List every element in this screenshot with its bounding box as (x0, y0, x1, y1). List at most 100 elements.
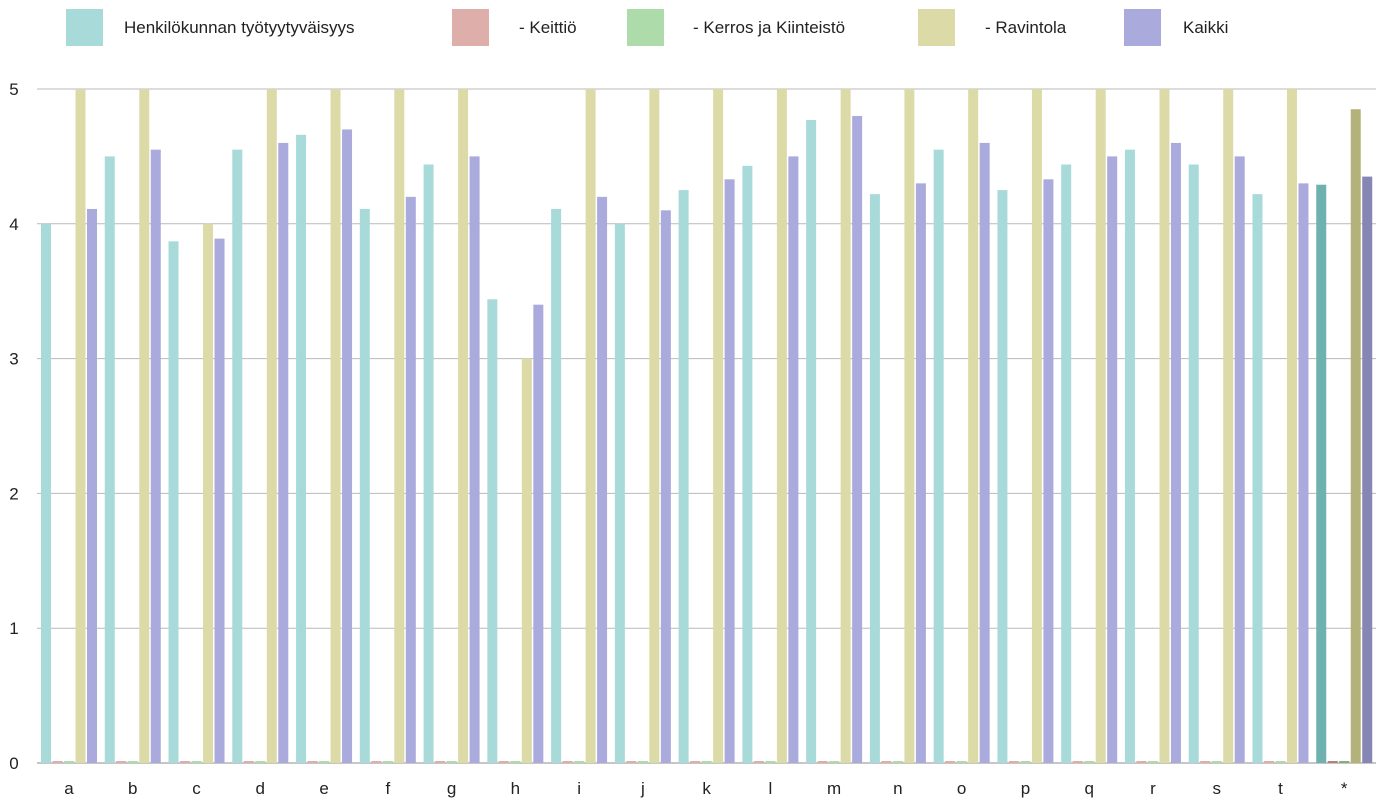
bar-i-series-2 (574, 761, 585, 763)
legend: Henkilökunnan työtyytyväisyys - Keittiö - … (66, 9, 1228, 46)
bar-j-series-3 (649, 89, 660, 763)
bar-*-series-0 (1316, 184, 1327, 763)
bar-l-series-2 (765, 761, 776, 763)
bar-b-series-0 (104, 156, 115, 763)
bar-f-series-3 (394, 89, 405, 763)
bar-m-series-3 (840, 89, 851, 763)
bar-j-series-4 (660, 210, 671, 763)
bar-g-series-2 (446, 761, 457, 763)
y-tick-label: 1 (9, 619, 18, 638)
bar-c-series-3 (203, 223, 214, 764)
bar-f-series-0 (359, 208, 370, 764)
bar-p-series-4 (1043, 179, 1054, 764)
bar-a-series-3 (75, 89, 86, 763)
bar-g-series-1 (435, 761, 446, 763)
legend-swatch (918, 9, 955, 46)
x-tick-label: l (768, 779, 772, 798)
bar-l-series-1 (753, 761, 764, 763)
x-tick-label: o (957, 779, 966, 798)
x-axis-ticks: a b c d e f g h i j k l m n o p q r s t * (64, 779, 1348, 798)
bar-c-series-2 (191, 761, 202, 763)
bar-r-series-4 (1170, 142, 1181, 764)
bar-e-series-2 (319, 761, 330, 763)
bar-t-series-0 (1252, 194, 1263, 764)
bar-s-series-4 (1234, 156, 1245, 763)
x-tick-label: e (319, 779, 328, 798)
bar-r-series-1 (1136, 761, 1147, 763)
bar-*-series-3 (1350, 109, 1361, 764)
bar-q-series-3 (1095, 89, 1106, 763)
bar-o-series-1 (945, 761, 956, 763)
legend-swatch (627, 9, 664, 46)
bar-e-series-4 (342, 129, 353, 763)
bar-r-series-3 (1159, 89, 1170, 763)
y-tick-label: 5 (9, 80, 18, 99)
y-tick-label: 0 (9, 754, 18, 773)
bar-s-series-3 (1223, 89, 1234, 763)
legend-label: Henkilökunnan työtyytyväisyys (124, 18, 355, 37)
bar-f-series-1 (371, 761, 382, 763)
bar-e-series-1 (307, 761, 318, 763)
bar-i-series-4 (597, 196, 608, 764)
bar-f-series-2 (382, 761, 393, 763)
bar-d-series-3 (266, 89, 277, 763)
bar-p-series-3 (1031, 89, 1042, 763)
y-tick-label: 3 (9, 350, 18, 369)
bar-h-series-1 (498, 761, 509, 763)
bar-i-series-3 (585, 89, 596, 763)
legend-label: - Ravintola (985, 18, 1067, 37)
x-tick-label: g (447, 779, 456, 798)
bar-l-series-3 (776, 89, 787, 763)
bar-m-series-0 (806, 120, 817, 763)
x-tick-label: j (640, 779, 645, 798)
x-tick-label: f (385, 779, 390, 798)
legend-label: - Kerros ja Kiinteistö (693, 18, 845, 37)
bar-h-series-2 (510, 761, 521, 763)
bar-a-series-2 (64, 761, 74, 763)
bar-a-series-0 (41, 223, 51, 764)
bar-h-series-0 (487, 299, 498, 763)
bar-s-series-2 (1211, 761, 1222, 763)
bar-d-series-0 (232, 149, 243, 763)
bar-c-series-1 (180, 761, 191, 763)
bar-t-series-4 (1298, 183, 1309, 764)
bar-g-series-3 (458, 89, 469, 763)
x-tick-label: p (1021, 779, 1030, 798)
bar-p-series-2 (1020, 761, 1031, 763)
x-tick-label: a (64, 779, 74, 798)
legend-swatch (66, 9, 103, 46)
bar-n-series-3 (904, 89, 915, 763)
bar-o-series-2 (956, 761, 967, 763)
bar-q-series-1 (1072, 761, 1083, 763)
bar-k-series-1 (690, 761, 701, 763)
bar-q-series-0 (1061, 164, 1072, 763)
bar-*-series-1 (1327, 761, 1338, 763)
bar-o-series-4 (979, 142, 990, 764)
bar-i-series-0 (551, 208, 562, 764)
legend-swatch (1124, 9, 1161, 46)
bar-n-series-4 (915, 183, 926, 764)
bar-n-series-1 (881, 761, 892, 763)
y-axis-ticks: 0 1 2 3 4 5 (9, 80, 18, 773)
bar-q-series-2 (1084, 761, 1095, 763)
bar-o-series-3 (968, 89, 979, 763)
bar-j-series-1 (626, 761, 637, 763)
x-tick-label: b (128, 779, 137, 798)
x-tick-label: n (893, 779, 902, 798)
bar-h-series-4 (533, 304, 544, 763)
bar-g-series-0 (423, 164, 434, 763)
x-tick-label: h (511, 779, 520, 798)
bar-f-series-4 (405, 196, 416, 764)
legend-label: Kaikki (1183, 18, 1228, 37)
x-tick-label: c (192, 779, 201, 798)
bar-r-series-2 (1147, 761, 1158, 763)
bar-b-series-3 (139, 89, 150, 763)
bar-k-series-0 (678, 190, 689, 764)
bars (41, 89, 1373, 764)
bar-t-series-2 (1275, 761, 1286, 763)
bar-d-series-4 (278, 142, 289, 764)
bar-r-series-0 (1124, 149, 1135, 763)
bar-n-series-2 (892, 761, 903, 763)
bar-*-series-2 (1339, 761, 1350, 763)
